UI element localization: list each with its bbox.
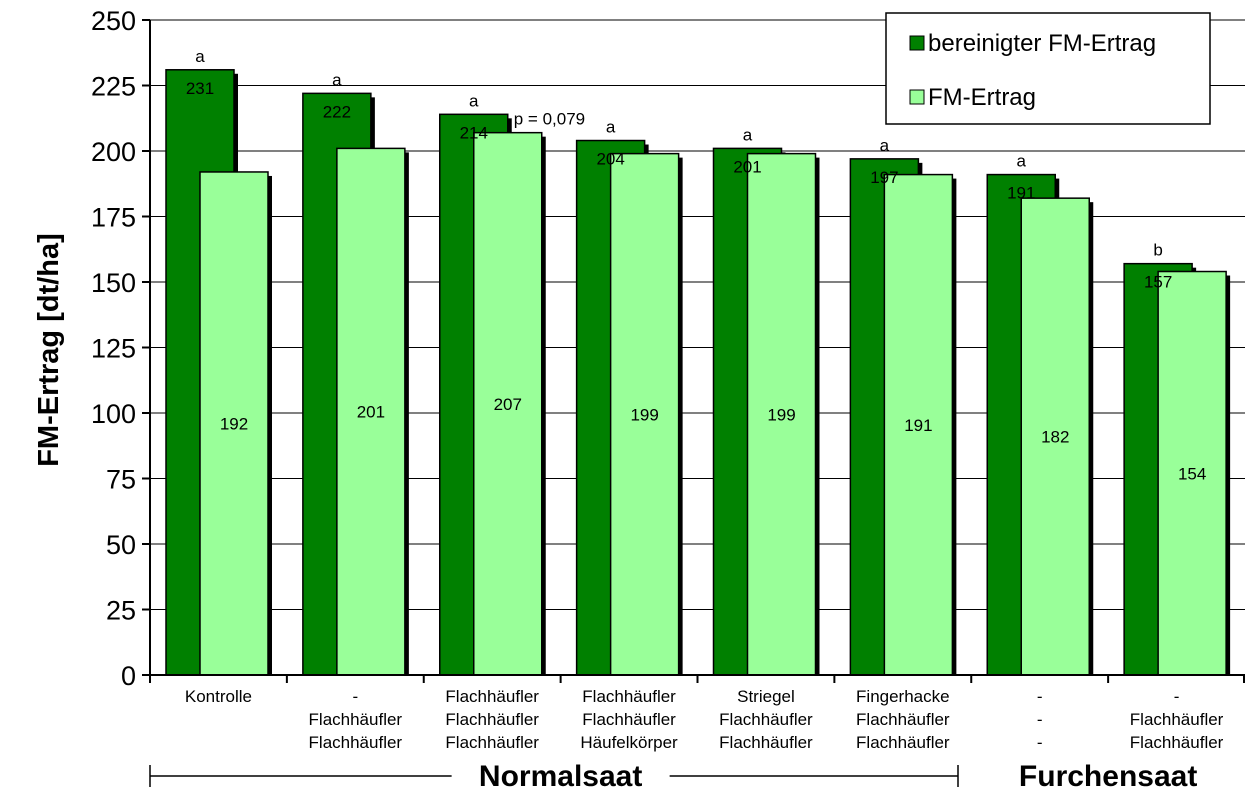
category-label-7-line-0: - [1174, 687, 1180, 706]
significance-label-2: a [469, 91, 479, 110]
bar-fm-ertrag-3 [609, 152, 680, 676]
data-label-fm-ertrag-2: 207 [494, 395, 522, 414]
data-label-bereinigter-0: 231 [186, 79, 214, 98]
significance-label-0: a [195, 47, 205, 66]
y-tick-label-200: 200 [91, 137, 136, 167]
category-label-4-line-2: Flachhäufler [719, 733, 813, 752]
group-label-1: Furchensaat [1019, 760, 1197, 792]
significance-label-6: a [1017, 152, 1027, 171]
category-label-2-line-2: Flachhäufler [445, 733, 539, 752]
bar-fm-ertrag-1 [336, 147, 406, 676]
data-label-bereinigter-4: 201 [733, 157, 761, 176]
data-label-fm-ertrag-5: 191 [904, 416, 932, 435]
data-label-bereinigter-6: 191 [1007, 184, 1035, 203]
significance-label-7: b [1153, 241, 1162, 260]
legend-box [885, 12, 1211, 125]
annotation-0: p = 0,079 [514, 110, 585, 129]
y-tick-label-50: 50 [106, 530, 136, 560]
category-label-1-line-1: Flachhäufler [309, 710, 403, 729]
group-label-0: Normalsaat [479, 760, 642, 792]
legend: bereinigter FM-Ertrag FM-Ertrag [885, 12, 1211, 125]
category-label-6-line-2: - [1037, 733, 1043, 752]
category-label-3-line-2: Häufelkörper [580, 733, 678, 752]
y-axis-label: FM-Ertrag [dt/ha] [33, 233, 65, 467]
legend-label-series-1: bereinigter FM-Ertrag [928, 30, 1156, 57]
data-label-bereinigter-2: 214 [460, 123, 488, 142]
data-label-bereinigter-1: 222 [323, 102, 351, 121]
data-label-fm-ertrag-6: 182 [1041, 428, 1069, 447]
y-tick-label-75: 75 [106, 465, 136, 495]
category-label-6-line-1: - [1037, 710, 1043, 729]
group-labels: Normalsaat Furchensaat [149, 760, 1197, 792]
legend-swatch-series-2 [909, 89, 925, 105]
bar-fm-ertrag-2 [473, 131, 543, 676]
y-tick-labels: 0 25 50 75 100 125 150 175 200 225 250 [91, 6, 136, 691]
y-tick-label-150: 150 [91, 268, 136, 298]
data-label-fm-ertrag-1: 201 [357, 403, 385, 422]
bar-fm-ertrag-4 [746, 152, 817, 676]
bar-fm-ertrag-7 [1157, 270, 1227, 676]
significance-label-4: a [743, 125, 753, 144]
legend-label-series-2: FM-Ertrag [928, 84, 1036, 111]
y-tick-label-225: 225 [91, 72, 136, 102]
data-label-bereinigter-7: 157 [1144, 273, 1172, 292]
data-label-fm-ertrag-3: 199 [630, 405, 658, 424]
y-tick-label-100: 100 [91, 399, 136, 429]
category-label-2-line-1: Flachhäufler [445, 710, 539, 729]
axes [142, 19, 1245, 683]
category-label-5-line-2: Flachhäufler [856, 733, 950, 752]
category-label-1-line-0: - [352, 687, 358, 706]
y-tick-label-25: 25 [106, 596, 136, 626]
data-label-bereinigter-5: 197 [870, 168, 898, 187]
y-tick-label-175: 175 [91, 203, 136, 233]
y-tick-label-0: 0 [121, 661, 136, 691]
bar-fm-ertrag-5 [883, 173, 954, 676]
category-label-2-line-0: Flachhäufler [445, 687, 539, 706]
category-label-7-line-2: Flachhäufler [1130, 733, 1224, 752]
category-label-4-line-0: Striegel [737, 687, 795, 706]
category-label-6-line-0: - [1037, 687, 1043, 706]
category-label-5-line-0: Fingerhacke [856, 687, 950, 706]
significance-label-3: a [606, 118, 616, 137]
category-label-1-line-2: Flachhäufler [309, 733, 403, 752]
y-tick-label-250: 250 [91, 6, 136, 36]
data-label-bereinigter-3: 204 [596, 150, 624, 169]
data-label-fm-ertrag-4: 199 [767, 405, 795, 424]
significance-label-5: a [880, 136, 890, 155]
category-label-7-line-1: Flachhäufler [1130, 710, 1224, 729]
category-label-4-line-1: Flachhäufler [719, 710, 813, 729]
data-label-fm-ertrag-0: 192 [220, 414, 248, 433]
category-label-0-line-0: Kontrolle [185, 687, 252, 706]
y-tick-label-125: 125 [91, 334, 136, 364]
bar-fm-ertrag-6 [1020, 197, 1090, 676]
significance-label-1: a [332, 70, 342, 89]
category-label-3-line-0: Flachhäufler [582, 687, 676, 706]
category-label-3-line-1: Flachhäufler [582, 710, 676, 729]
category-label-5-line-1: Flachhäufler [856, 710, 950, 729]
data-label-fm-ertrag-7: 154 [1178, 464, 1206, 483]
legend-swatch-series-1 [909, 35, 925, 51]
bars: 231 a 192 222 a 201 214 a 207 204 a 199 201 a 199 197 a 1… [165, 47, 1231, 676]
category-labels: Kontrolle - Flachhäufler Flachhäufler Flachh… [185, 687, 1224, 752]
